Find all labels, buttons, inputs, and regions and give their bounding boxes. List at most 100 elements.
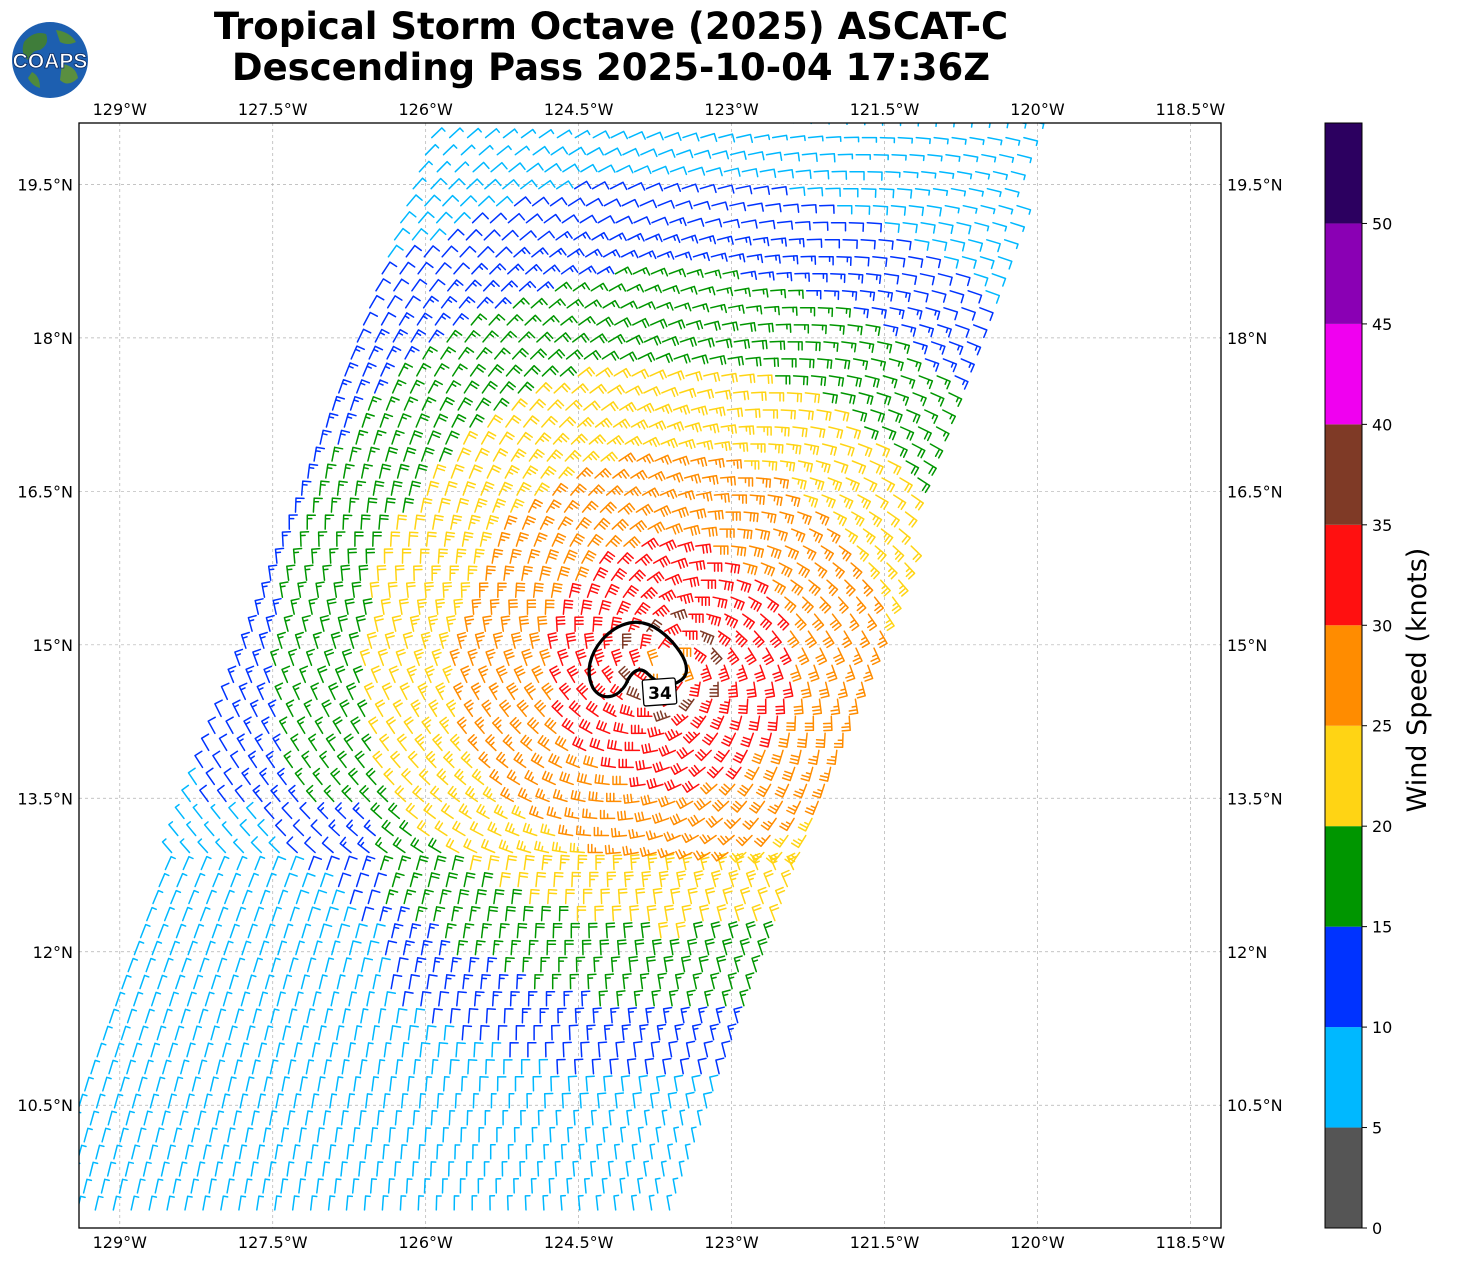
wind-barb bbox=[378, 1008, 387, 1024]
wind-barb bbox=[544, 1041, 555, 1058]
wind-barb bbox=[478, 1076, 489, 1092]
wind-barb bbox=[554, 1160, 561, 1177]
wind-barb bbox=[675, 921, 686, 939]
wind-barb bbox=[620, 1075, 631, 1092]
wind-barb bbox=[378, 957, 391, 973]
wind-barb bbox=[715, 1006, 725, 1024]
wind-barb bbox=[438, 991, 450, 1007]
wind-barbs bbox=[79, 123, 1045, 1211]
wind-barb bbox=[519, 1161, 526, 1177]
wind-barb bbox=[525, 1144, 532, 1160]
wind-barb bbox=[703, 1040, 713, 1058]
wind-barb bbox=[125, 1110, 135, 1126]
wind-barb bbox=[138, 1025, 149, 1041]
wind-barb bbox=[430, 1110, 438, 1126]
wind-barb bbox=[156, 1025, 167, 1041]
wind-barb bbox=[220, 1195, 229, 1211]
wind-barb bbox=[341, 1059, 350, 1075]
wind-barb bbox=[409, 872, 423, 888]
wind-barb bbox=[324, 1008, 334, 1024]
wind-barb bbox=[330, 991, 340, 1007]
wind-barb bbox=[173, 1127, 183, 1143]
wind-barb bbox=[82, 1178, 93, 1194]
wind-barb bbox=[556, 1058, 566, 1075]
wind-barb bbox=[585, 1075, 595, 1092]
wind-barb bbox=[377, 1059, 386, 1075]
wind-barb bbox=[230, 872, 242, 888]
wind-barb bbox=[580, 990, 591, 1007]
wind-barb bbox=[586, 1024, 596, 1041]
wind-barb bbox=[472, 1093, 480, 1109]
wind-barb bbox=[139, 974, 150, 990]
wind-barb bbox=[198, 1008, 209, 1024]
wind-barb bbox=[637, 1126, 644, 1143]
wind-barb bbox=[408, 974, 421, 990]
wind-barb bbox=[204, 991, 215, 1007]
wind-barb bbox=[363, 1195, 371, 1211]
wind-barb bbox=[728, 869, 739, 888]
wind-barb bbox=[643, 1109, 650, 1126]
wind-barb bbox=[336, 974, 346, 990]
wind-barb bbox=[235, 906, 247, 922]
wind-barb bbox=[626, 1109, 633, 1126]
wind-barb bbox=[235, 957, 246, 973]
wind-barb bbox=[553, 871, 564, 888]
wind-barb bbox=[390, 974, 403, 990]
wind-barb bbox=[557, 1007, 567, 1024]
wind-barb bbox=[313, 889, 328, 905]
wind-barb bbox=[331, 940, 341, 956]
wind-barb bbox=[685, 1040, 696, 1058]
wind-barb bbox=[580, 1041, 590, 1058]
wind-barb bbox=[583, 1177, 590, 1194]
wind-barb bbox=[258, 991, 269, 1007]
wind-barb bbox=[265, 923, 276, 939]
wind-barb bbox=[613, 1194, 620, 1211]
wind-barb bbox=[174, 1025, 185, 1041]
wind-barb bbox=[495, 1178, 502, 1194]
wind-barb bbox=[460, 1127, 467, 1143]
wind-barb bbox=[114, 1042, 125, 1058]
wind-barb bbox=[763, 920, 774, 939]
wind-barb bbox=[478, 1127, 485, 1143]
wind-barb bbox=[412, 1161, 419, 1177]
wind-barb bbox=[441, 1178, 449, 1194]
wind-barb bbox=[437, 1042, 449, 1058]
wind-barb bbox=[290, 855, 305, 871]
wind-barb bbox=[463, 872, 476, 888]
wind-barb bbox=[126, 1059, 136, 1075]
wind-barb bbox=[79, 1144, 87, 1158]
wind-barb bbox=[384, 940, 398, 956]
wind-barb bbox=[509, 990, 520, 1007]
wind-barb bbox=[510, 939, 522, 956]
wind-barb bbox=[651, 989, 661, 1007]
wind-barb bbox=[573, 1058, 584, 1075]
wind-barb bbox=[450, 957, 462, 973]
wind-barb bbox=[298, 1178, 306, 1194]
wind-barb bbox=[584, 1126, 591, 1143]
wind-barb bbox=[204, 1042, 214, 1058]
wind-barb bbox=[529, 888, 540, 905]
wind-barb bbox=[684, 1143, 691, 1160]
wind-barb bbox=[588, 922, 598, 939]
wind-barb bbox=[716, 904, 727, 922]
wind-barb bbox=[271, 906, 282, 922]
wind-barb bbox=[607, 1160, 614, 1177]
wind-barb bbox=[498, 922, 510, 939]
wind-barb bbox=[604, 973, 615, 990]
wind-barb bbox=[739, 938, 750, 956]
wind-barb bbox=[709, 1074, 719, 1092]
wind-barb bbox=[199, 906, 211, 922]
wind-barb bbox=[214, 1161, 224, 1177]
wind-barb bbox=[745, 869, 757, 888]
wind-barb bbox=[383, 1042, 392, 1058]
wind-barb bbox=[254, 855, 266, 871]
wind-barb bbox=[616, 939, 627, 956]
wind-barb bbox=[366, 991, 375, 1007]
wind-barb bbox=[655, 1126, 662, 1143]
wind-barb bbox=[365, 1042, 374, 1058]
wind-barb bbox=[337, 923, 351, 939]
colorbar-bin bbox=[1325, 223, 1362, 324]
wind-barb bbox=[704, 989, 714, 1007]
wind-barb bbox=[94, 1195, 104, 1211]
wind-barb bbox=[637, 1177, 644, 1194]
